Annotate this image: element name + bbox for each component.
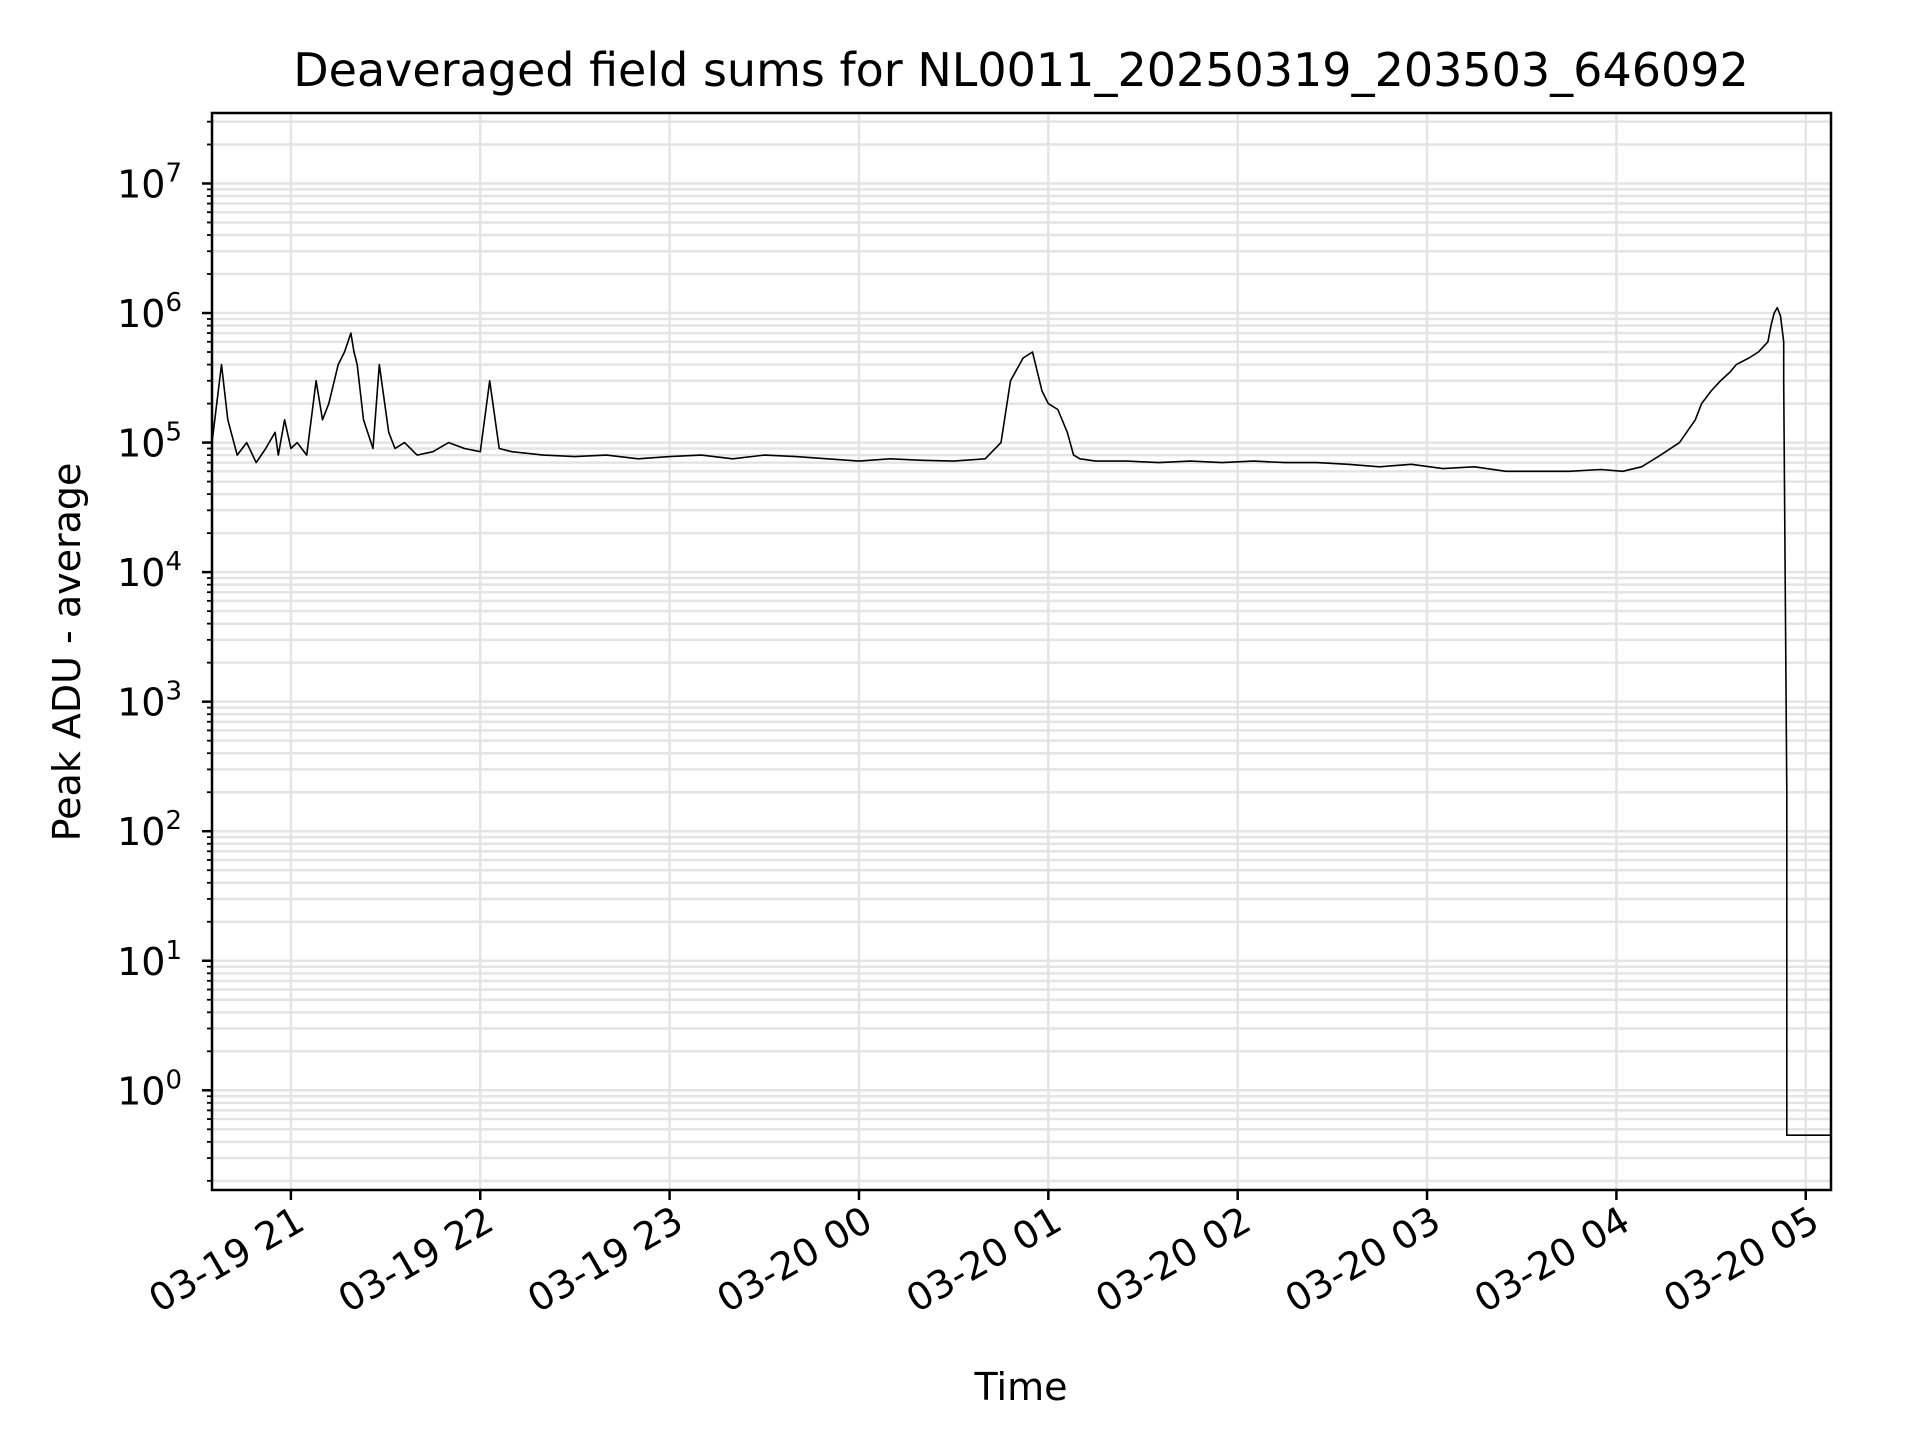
y-tick-label: 100 [117, 1065, 182, 1113]
y-tick-label: 106 [117, 288, 182, 336]
series-layer [211, 306, 1831, 1136]
y-tick-label: 103 [117, 677, 182, 725]
y-tick-label: 102 [117, 806, 182, 854]
x-tick-label: 03-20 03 [1278, 1198, 1448, 1322]
y-tick-label: 101 [117, 936, 182, 984]
x-tick-label: 03-20 02 [1088, 1198, 1258, 1322]
x-tick-label: 03-20 04 [1467, 1198, 1637, 1322]
plot-frame [210, 111, 1833, 1192]
x-axis-label: Time [974, 1365, 1068, 1409]
x-tick-label: 03-20 05 [1656, 1198, 1826, 1322]
x-tick-label: 03-19 22 [331, 1198, 501, 1322]
x-tick-label: 03-20 00 [710, 1198, 880, 1322]
x-tick-label: 03-20 01 [899, 1198, 1069, 1322]
chart-title: Deaveraged field sums for NL0011_2025031… [293, 43, 1749, 97]
y-tick-label: 107 [117, 158, 182, 206]
y-axis-label: Peak ADU - average [45, 463, 89, 842]
series-line-0 [211, 306, 1831, 1136]
y-tick-label: 104 [117, 547, 182, 595]
y-tick-label: 105 [117, 418, 182, 466]
x-tick-label: 03-19 23 [520, 1198, 690, 1322]
grid [212, 113, 1831, 1190]
x-tick-label: 03-19 21 [141, 1198, 311, 1322]
